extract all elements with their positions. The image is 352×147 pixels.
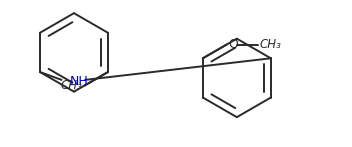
Text: CH₃: CH₃ [260, 38, 282, 51]
Text: CH₃: CH₃ [60, 79, 82, 92]
Text: NH: NH [69, 75, 88, 88]
Text: O: O [228, 38, 238, 51]
